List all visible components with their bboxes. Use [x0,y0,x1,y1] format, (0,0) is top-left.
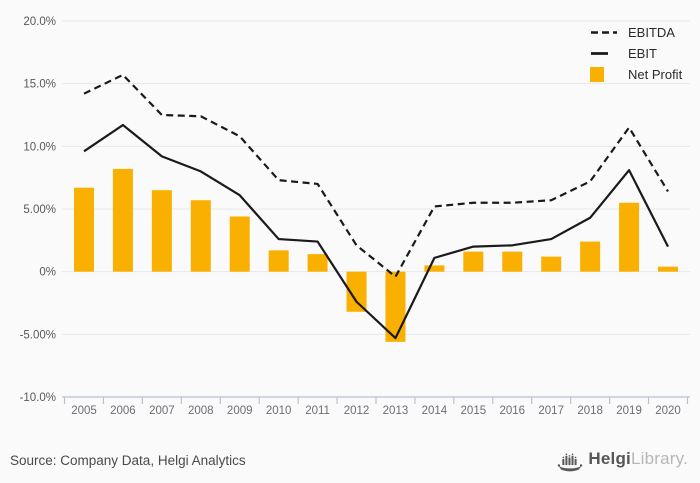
logo-text-library: Library [630,449,684,468]
line-ebit [83,123,669,340]
x-axis-label: 2016 [499,405,525,417]
x-axis-label: 2007 [149,405,175,417]
bar-2011 [307,254,328,272]
bar-2018 [580,241,601,272]
legend-label-net-profit: Net Profit [628,67,683,82]
x-axis-label: 2010 [266,405,292,417]
bar-2006 [112,168,133,272]
helgi-library-logo: HelgiLibrary. [557,449,688,472]
bar-2009 [229,216,250,272]
bar-2005 [74,187,94,272]
x-axis-label: 2019 [616,405,642,417]
x-axis-label: 2018 [577,405,603,417]
legend-sample-swatch-2 [590,67,604,82]
chart-canvas: 20.0% 15.0% 10.0% 5.00% 0% -5.00% -10.0% 2005 20… [20,16,690,417]
bar-2020 [658,266,678,272]
x-axis-label: 2012 [344,405,370,417]
y-axis-label: 5.00% [23,204,56,216]
y-axis-label: 20.0% [23,16,56,28]
bar-2016 [502,251,523,272]
x-axis-label: 2006 [110,405,136,417]
source-note: Source: Company Data, Helgi Analytics [10,453,246,468]
legend-label-ebitda: EBITDA [628,25,675,40]
y-axis-label: 0% [39,267,56,279]
x-axis-label: 2009 [227,405,253,417]
x-axis-label: 2005 [71,405,97,417]
y-axis-label: -10.0% [20,392,56,404]
x-axis-label: 2008 [188,405,214,417]
x-axis-label: 2014 [422,405,448,417]
chart-area: 20.0% 15.0% 10.0% 5.00% 0% -5.00% -10.0% 2005 20… [20,16,690,417]
bar-2010 [268,250,289,272]
legend-item-net-profit: Net Profit [590,66,682,83]
legend-solid-line-sample [590,51,620,56]
bar-2012 [346,271,367,312]
helgi-ship-icon [558,453,583,472]
y-axis-label: 10.0% [23,141,56,153]
logo-text-helgi: Helgi [588,449,631,468]
x-axis-label: 2020 [655,405,681,417]
bar-2008 [190,200,211,272]
x-axis-label: 2013 [383,405,409,417]
bar-2007 [151,190,172,272]
chart-legend: EBITDA EBIT Net Profit [590,24,682,83]
bar-2017 [541,256,562,272]
legend-dashed-line-sample [590,30,620,35]
logo-wordmark: HelgiLibrary. [588,449,688,469]
legend-bar-swatch [590,67,620,82]
line-ebitda [83,73,669,278]
x-axis-label: 2011 [305,405,330,417]
footer: Source: Company Data, Helgi Analytics He… [0,438,700,483]
x-axis-label: 2017 [538,405,564,417]
bar-2015 [463,251,484,272]
y-axis-label: -5.00% [20,329,56,341]
logo-text-suffix: . [683,449,688,468]
legend-label-ebit: EBIT [628,46,657,61]
bar-2013 [385,271,406,342]
legend-item-ebitda: EBITDA [590,24,682,41]
bar-2014 [424,265,445,272]
y-axis-label: 15.0% [23,79,56,91]
bar-2019 [619,202,640,272]
x-axis-label: 2015 [461,405,487,417]
legend-item-ebit: EBIT [590,45,682,62]
